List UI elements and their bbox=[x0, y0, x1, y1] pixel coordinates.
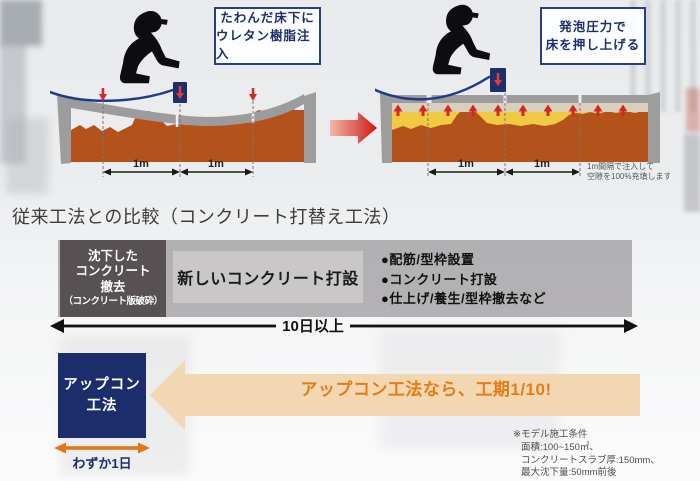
task-item: ●配筋/型枠設置 bbox=[381, 252, 475, 267]
worker-silhouette-left bbox=[119, 10, 180, 84]
dim-label-1m: 1m bbox=[458, 158, 474, 170]
tray-wall-left bbox=[380, 93, 392, 163]
worker-body bbox=[432, 4, 491, 75]
worker-cap-brim bbox=[464, 11, 479, 19]
new-concrete-box: 新しいコンクリート打設 bbox=[173, 251, 363, 303]
bg-photo-left3 bbox=[6, 118, 48, 194]
condition-line: コンクリートスラブ厚:150mm、 bbox=[521, 454, 660, 466]
dimension-arrows bbox=[428, 168, 580, 176]
injection-note-line2: 空隙を100%充填します bbox=[587, 171, 670, 181]
bg-photo-red-smudge bbox=[686, 88, 700, 132]
soil-right bbox=[392, 108, 648, 162]
arrow-line bbox=[62, 324, 276, 328]
bg-photo-left2 bbox=[0, 44, 26, 164]
dim-label-1m: 1m bbox=[534, 158, 550, 170]
model-conditions: ※モデル施工条件 面積:100~150㎡、 コンクリートスラブ厚:150mm、 … bbox=[513, 429, 660, 480]
conventional-task-list: ●配筋/型枠設置 ●コンクリート打設 ●仕上げ/養生/型枠撤去など bbox=[381, 250, 546, 309]
arrow-head-right bbox=[624, 319, 638, 333]
down-arrow-icon bbox=[249, 94, 257, 101]
bg-photo-dark-smudge bbox=[684, 134, 700, 212]
conventional-duration-label: 10日以上 bbox=[282, 318, 344, 335]
arrow-head-right bbox=[138, 442, 150, 454]
step2-callout: 発泡圧力で 床を押し上げる bbox=[540, 7, 646, 65]
step1-callout: たわんだ床下に ウレタン樹脂注入 bbox=[214, 7, 321, 65]
upcon-duration-label: わずか1日 bbox=[72, 456, 132, 471]
step1-callout-line2: ウレタン樹脂注入 bbox=[216, 29, 311, 61]
injection-hose bbox=[50, 88, 175, 102]
worker-body bbox=[119, 10, 180, 84]
dim-label-1m: 1m bbox=[208, 158, 224, 170]
upcon-method-line1: アップコン bbox=[63, 376, 141, 393]
upcon-duration-arrow bbox=[54, 442, 150, 454]
arrow-line bbox=[64, 446, 140, 450]
removal-line2: コンクリート bbox=[75, 264, 151, 279]
conventional-duration-arrow: 10日以上 bbox=[50, 318, 638, 335]
worker-cap-brim bbox=[152, 17, 168, 25]
upcon-banner-text: アップコン工法なら、工期1/10! bbox=[300, 380, 552, 399]
injection-hose bbox=[375, 75, 491, 101]
condition-line: 面積:100~150㎡、 bbox=[521, 441, 599, 453]
step1-callout-line1: たわんだ床下に bbox=[220, 11, 315, 25]
step1-cross-section: 1m 1m bbox=[50, 82, 316, 177]
down-arrow-icon bbox=[494, 80, 502, 86]
foam-cream-strip bbox=[392, 103, 648, 112]
step2-cross-section: 1m 1m 1m間隔で注入して 空隙を100%充填します bbox=[375, 68, 670, 181]
injection-note-line1: 1m間隔で注入して bbox=[587, 161, 654, 171]
down-arrow-icon bbox=[176, 93, 184, 99]
task-item: ●仕上げ/養生/型枠撤去など bbox=[381, 291, 547, 306]
sagging-slab bbox=[71, 94, 304, 126]
removal-line1: 沈下した bbox=[87, 248, 138, 263]
new-concrete-label: 新しいコンクリート打設 bbox=[177, 271, 359, 288]
up-arrow-icons bbox=[393, 104, 628, 116]
tray-wall-right bbox=[648, 92, 660, 163]
arrow-head-left bbox=[50, 319, 64, 333]
step2-callout-line2: 床を押し上げる bbox=[545, 38, 641, 52]
comparison-title: 従来工法との比較（コンクリート打替え工法） bbox=[12, 207, 401, 227]
down-arrow-icon bbox=[99, 94, 107, 101]
removal-line4: （コンクリート版破砕） bbox=[63, 296, 163, 308]
tray-wall-left bbox=[57, 95, 71, 164]
tray-wall-right bbox=[304, 92, 316, 163]
step2-callout-line1: 発泡圧力で bbox=[559, 20, 627, 34]
bg-photo-left bbox=[0, 0, 42, 46]
condition-line: ※モデル施工条件 bbox=[513, 429, 588, 440]
removal-step-box: 沈下した コンクリート 撤去 （コンクリート版破砕） bbox=[60, 240, 166, 317]
task-item: ●コンクリート打設 bbox=[381, 271, 498, 287]
arrow-head-left bbox=[54, 442, 66, 454]
dim-label-1m: 1m bbox=[133, 158, 149, 170]
upcon-banner-arrow bbox=[150, 360, 640, 430]
arrow-line bbox=[350, 324, 626, 328]
upcon-method-box: アップコン 工法 bbox=[58, 353, 146, 438]
transition-arrow-icon bbox=[330, 112, 377, 144]
removal-line3: 撤去 bbox=[100, 279, 126, 294]
upcon-method-line2: 工法 bbox=[86, 397, 118, 414]
condition-line: 最大沈下量:50mm前後 bbox=[521, 467, 617, 479]
worker-silhouette-right bbox=[432, 4, 491, 75]
dimension-arrows bbox=[103, 168, 253, 176]
